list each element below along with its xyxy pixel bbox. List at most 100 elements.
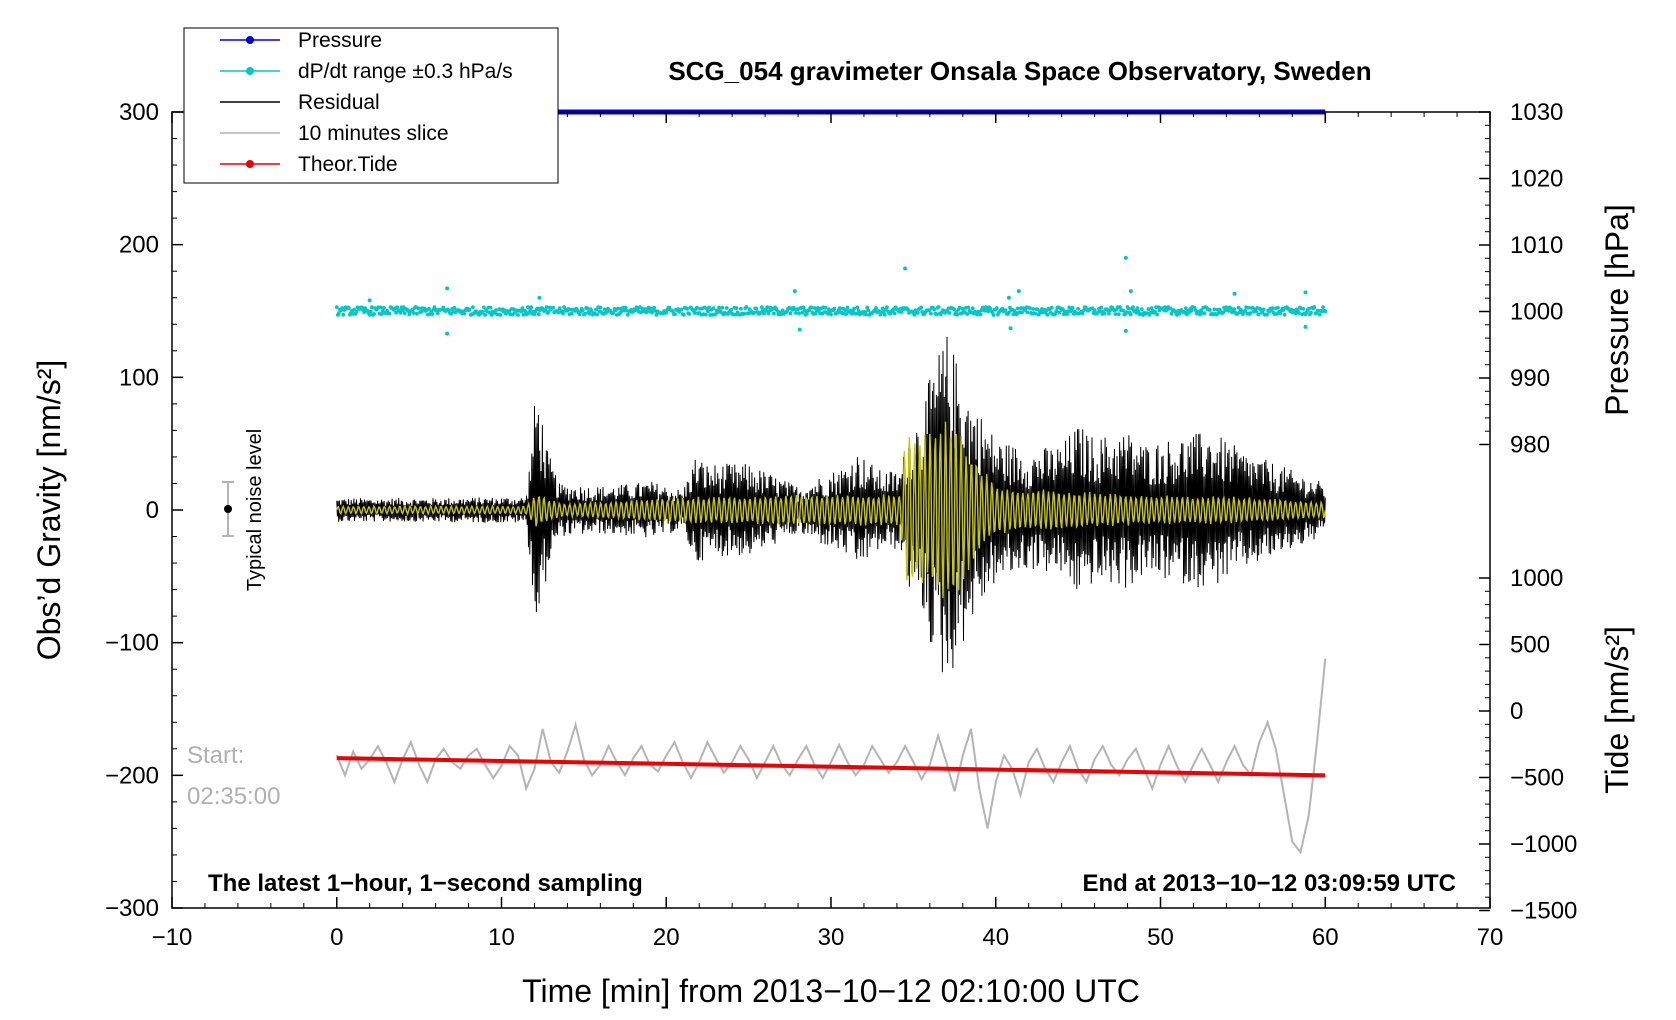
dpdt-point [1309, 310, 1313, 315]
dpdt-point [1045, 312, 1050, 317]
dpdt-spike [903, 266, 908, 271]
legend-label: Pressure [298, 29, 382, 52]
dpdt-point [934, 312, 939, 317]
noise-level-marker [222, 481, 234, 537]
dpdt-point [595, 312, 599, 317]
pressure-tick-label: 1010 [1510, 232, 1563, 259]
plot-area [334, 109, 1328, 855]
dpdt-point [844, 312, 849, 316]
dpdt-point [526, 305, 530, 310]
dpdt-point [368, 309, 373, 314]
dpdt-point [1053, 312, 1057, 317]
dpdt-point [551, 305, 555, 310]
x-tick-label: 0 [330, 924, 343, 951]
dpdt-point [955, 312, 960, 317]
dpdt-point [965, 312, 970, 316]
pressure-axis-title: Pressure [hPa] [1599, 204, 1635, 416]
dpdt-point [1102, 311, 1107, 316]
dpdt-spike [797, 327, 802, 332]
dpdt-point [1108, 308, 1112, 313]
dpdt-point [430, 312, 435, 316]
dpdt-point [758, 310, 763, 315]
dpdt-point [927, 308, 932, 312]
dpdt-point [1169, 311, 1174, 316]
tide-tick-label: −500 [1510, 765, 1564, 792]
dpdt-point [379, 312, 384, 316]
dpdt-point [1070, 305, 1075, 310]
dpdt-point [764, 308, 769, 313]
dpdt-spike [1006, 295, 1011, 300]
dpdt-point [703, 312, 708, 317]
dpdt-point [772, 311, 776, 316]
dpdt-point [664, 310, 669, 315]
dpdt-point [1121, 308, 1126, 313]
dpdt-point [1020, 310, 1024, 315]
dpdt-point [919, 305, 923, 310]
dpdt-point [1321, 305, 1325, 310]
dpdt-point [970, 306, 975, 311]
dpdt-point [729, 308, 733, 312]
dpdt-point [843, 308, 848, 313]
start-time: 02:35:00 [187, 783, 280, 810]
dpdt-point [1076, 306, 1080, 311]
filtered-series [336, 421, 1326, 599]
pressure-tick-label: 1020 [1510, 166, 1563, 193]
dpdt-spike [445, 331, 450, 336]
dpdt-point [382, 305, 386, 310]
dpdt-point [837, 306, 842, 311]
dpdt-point [400, 308, 405, 313]
dpdt-point [1323, 309, 1328, 314]
dpdt-point [1135, 306, 1140, 311]
dpdt-point [337, 311, 341, 315]
dpdt-point [874, 306, 878, 310]
dpdt-spike [537, 295, 542, 300]
dpdt-point [480, 310, 485, 314]
dpdt-point [583, 311, 587, 316]
x-axis: −10 0 10 20 30 40 50 60 70 [152, 112, 1504, 951]
x-tick-label: 30 [818, 924, 845, 951]
y-tick-label: −100 [105, 630, 159, 657]
dpdt-point [1049, 305, 1054, 310]
dpdt-point [519, 309, 524, 314]
dpdt-point [852, 306, 856, 311]
legend-marker [246, 67, 254, 75]
dpdt-point [587, 311, 592, 316]
dpdt-point [1113, 312, 1118, 316]
dpdt-point [520, 306, 525, 310]
theor-tide-series [336, 756, 1326, 778]
dpdt-point [546, 309, 551, 314]
dpdt-point [826, 307, 831, 312]
dpdt-point [1065, 312, 1069, 316]
x-tick-label: −10 [152, 924, 193, 951]
dpdt-point [427, 306, 431, 311]
legend-marker [246, 36, 254, 44]
dpdt-point [685, 306, 689, 311]
dpdt-point [1131, 305, 1135, 309]
dpdt-point [829, 312, 833, 317]
end-time-note: End at 2013−10−12 03:09:59 UTC [1082, 870, 1456, 897]
y-tick-label: 200 [119, 232, 159, 259]
pressure-tick-label: 1000 [1510, 299, 1563, 326]
dpdt-spike [367, 298, 372, 303]
dpdt-point [650, 310, 654, 315]
dpdt-point [1212, 307, 1217, 312]
dpdt-point [1258, 307, 1263, 311]
dpdt-point [882, 312, 887, 317]
dpdt-point [1081, 308, 1086, 313]
dpdt-point [1254, 309, 1258, 314]
dpdt-spike [1232, 291, 1237, 296]
dpdt-point [1054, 309, 1059, 314]
tide-axis-title: Tide [nm/s²] [1599, 626, 1635, 794]
dpdt-point [1031, 307, 1035, 311]
dpdt-spike [1128, 289, 1133, 294]
dpdt-point [1297, 311, 1301, 315]
x-tick-label: 40 [982, 924, 1009, 951]
dpdt-point [812, 306, 817, 310]
dpdt-point [1183, 306, 1188, 311]
dpdt-point [1293, 311, 1298, 316]
dpdt-point [1118, 305, 1122, 310]
legend-marker [246, 160, 254, 168]
x-tick-label: 70 [1477, 924, 1504, 951]
tide-tick-label: 0 [1510, 698, 1523, 725]
